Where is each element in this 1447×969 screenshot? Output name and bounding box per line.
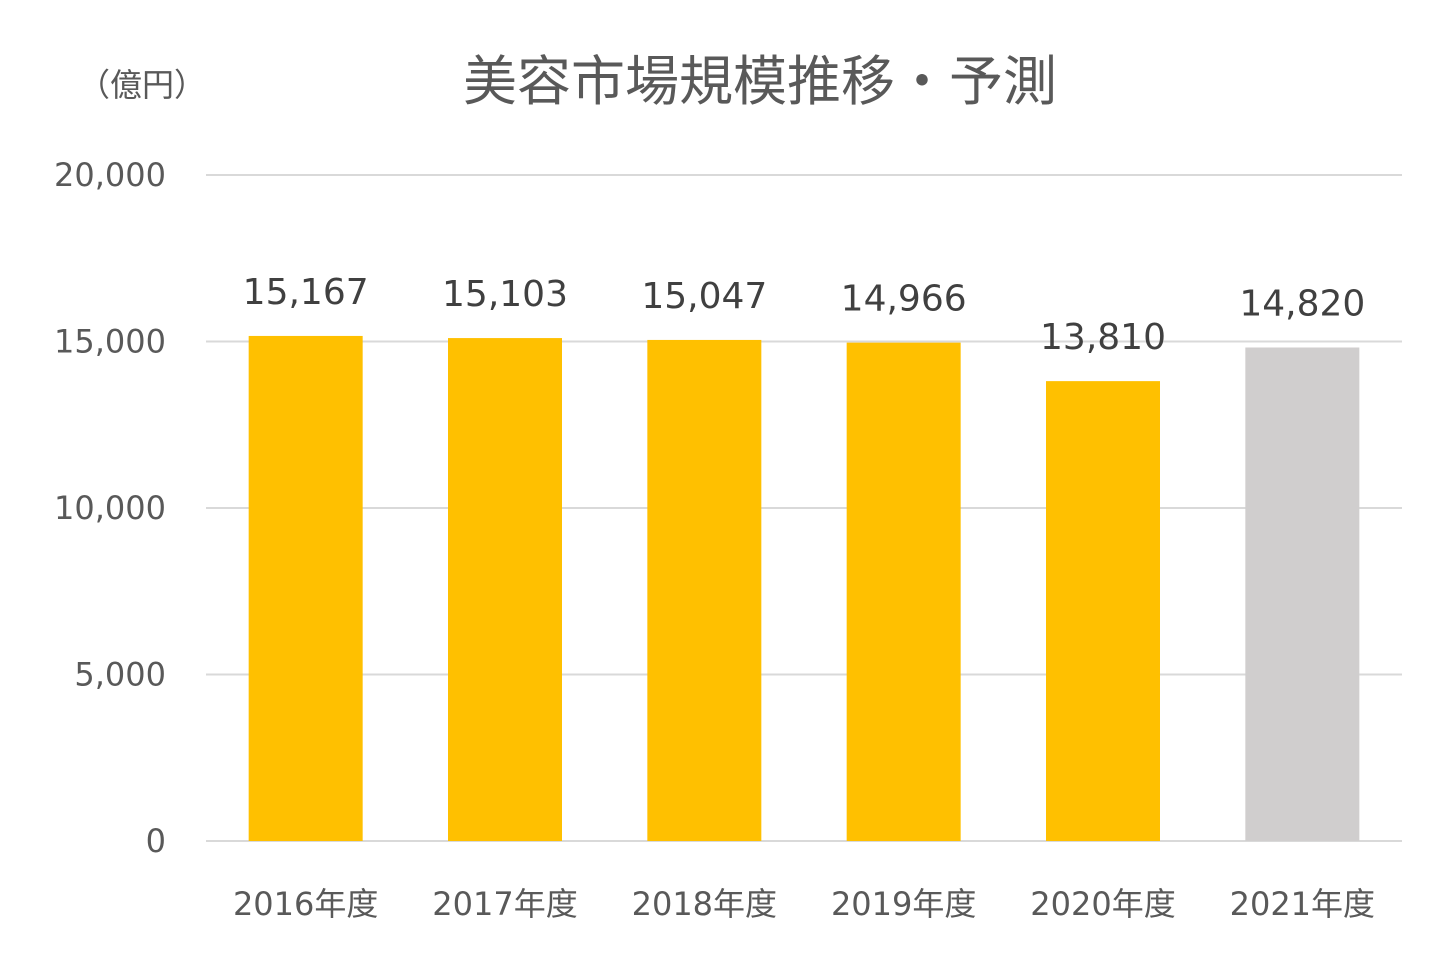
x-category-label-3: 2019年度 — [831, 885, 976, 923]
y-tick-label: 5,000 — [74, 656, 166, 694]
data-label-0: 15,167 — [243, 272, 369, 313]
data-label-3: 14,966 — [841, 279, 967, 320]
x-axis-categories: 2016年度 2017年度 2018年度 2019年度 2020年度 2021年度 — [233, 885, 1375, 923]
x-category-label-1: 2017年度 — [432, 885, 577, 923]
chart-title: 美容市場規模推移・予測 — [463, 50, 1057, 113]
data-labels: 15,167 15,103 15,047 14,966 13,810 14,820 — [243, 272, 1366, 358]
data-label-4: 13,810 — [1040, 317, 1166, 358]
bar-2 — [647, 339, 762, 841]
y-tick-label: 0 — [146, 822, 166, 860]
x-category-label-4: 2020年度 — [1030, 885, 1175, 923]
x-category-label-2: 2018年度 — [632, 885, 777, 923]
bars — [248, 335, 1360, 841]
y-unit-label: （億円） — [78, 66, 206, 104]
data-label-2: 15,047 — [641, 276, 767, 317]
bar-1 — [448, 338, 562, 841]
x-category-label-0: 2016年度 — [233, 885, 378, 923]
bar-5 — [1245, 347, 1360, 841]
bar-4 — [1046, 381, 1160, 841]
data-label-5: 14,820 — [1239, 283, 1365, 324]
y-axis-ticks: 0 5,000 10,000 15,000 20,000 — [54, 156, 166, 860]
y-tick-label: 20,000 — [54, 156, 166, 194]
y-tick-label: 15,000 — [54, 323, 166, 361]
x-category-label-5: 2021年度 — [1230, 885, 1375, 923]
bar-3 — [846, 342, 961, 841]
bar-0 — [248, 335, 363, 841]
y-tick-label: 10,000 — [54, 489, 166, 527]
data-label-1: 15,103 — [442, 274, 568, 315]
gridlines — [206, 174, 1402, 842]
